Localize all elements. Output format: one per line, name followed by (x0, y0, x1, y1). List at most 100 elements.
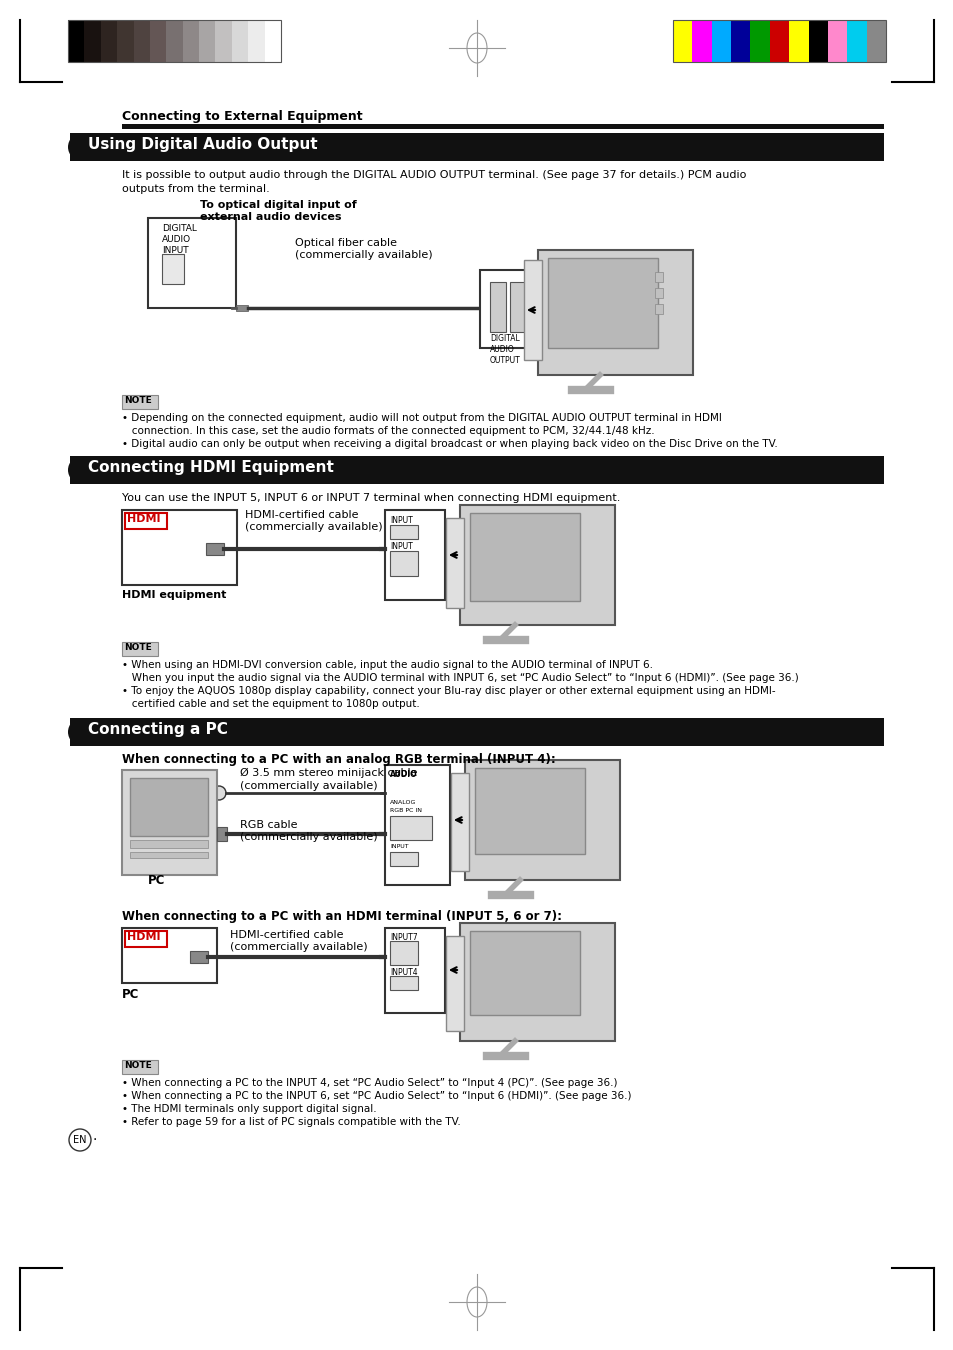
Text: Optical fiber cable
(commercially available): Optical fiber cable (commercially availa… (294, 238, 432, 261)
Bar (692, 20, 712, 62)
Bar (68, 20, 85, 62)
Text: It is possible to output audio through the DIGITAL AUDIO OUTPUT terminal. (See p: It is possible to output audio through t… (122, 170, 745, 180)
Bar (490, 282, 505, 332)
Bar (130, 840, 208, 848)
Bar (547, 258, 658, 348)
Bar (101, 20, 117, 62)
Bar (390, 815, 432, 840)
Bar (655, 288, 662, 298)
Text: • Refer to page 59 for a list of PC signals compatible with the TV.: • Refer to page 59 for a list of PC sign… (122, 1116, 460, 1127)
Bar (68, 20, 281, 62)
Bar (451, 774, 469, 871)
Text: NOTE: NOTE (124, 643, 152, 652)
Bar (655, 304, 662, 315)
Bar (125, 931, 167, 946)
Circle shape (166, 271, 180, 285)
Ellipse shape (68, 456, 96, 485)
Bar (788, 20, 808, 62)
Bar (84, 20, 101, 62)
Bar (206, 543, 224, 555)
Bar (150, 20, 167, 62)
Bar (390, 551, 417, 576)
Bar (232, 20, 249, 62)
Bar (865, 20, 885, 62)
Text: NOTE: NOTE (124, 396, 152, 405)
Bar (730, 20, 750, 62)
Bar (385, 510, 444, 599)
Text: DIGITAL
AUDIO
OUTPUT: DIGITAL AUDIO OUTPUT (490, 333, 520, 366)
Text: • To enjoy the AQUOS 1080p display capability, connect your Blu-ray disc player : • To enjoy the AQUOS 1080p display capab… (122, 686, 775, 697)
Bar (711, 20, 731, 62)
Text: HDMI-certified cable
(commercially available): HDMI-certified cable (commercially avail… (230, 930, 367, 952)
Text: HDMI: HDMI (127, 514, 160, 524)
Bar (390, 941, 417, 965)
Text: outputs from the terminal.: outputs from the terminal. (122, 184, 270, 194)
Bar (390, 525, 417, 539)
Bar (70, 718, 883, 747)
Bar (122, 124, 883, 130)
Text: To optical digital input of
external audio devices: To optical digital input of external aud… (200, 200, 356, 223)
Text: HDMI equipment: HDMI equipment (122, 590, 226, 599)
Text: AUDIO: AUDIO (390, 769, 417, 779)
Text: INPUT: INPUT (390, 541, 413, 551)
Text: When you input the audio signal via the AUDIO terminal with INPUT 6, set “PC Aud: When you input the audio signal via the … (122, 674, 798, 683)
Bar (130, 852, 208, 859)
Text: HDMI: HDMI (127, 931, 160, 942)
Bar (537, 250, 692, 375)
Bar (459, 923, 615, 1041)
Text: certified cable and set the equipment to 1080p output.: certified cable and set the equipment to… (122, 699, 419, 709)
Bar (479, 270, 537, 348)
Bar (133, 20, 151, 62)
Text: ·: · (92, 1133, 97, 1147)
Ellipse shape (855, 134, 883, 161)
Bar (264, 20, 281, 62)
Text: INPUT: INPUT (390, 844, 408, 849)
Text: • The HDMI terminals only support digital signal.: • The HDMI terminals only support digita… (122, 1104, 376, 1114)
Text: • When connecting a PC to the INPUT 6, set “PC Audio Select” to “Input 6 (HDMI)”: • When connecting a PC to the INPUT 6, s… (122, 1091, 631, 1102)
Bar (470, 513, 579, 601)
Text: • Digital audio can only be output when receiving a digital broadcast or when pl: • Digital audio can only be output when … (122, 439, 777, 450)
Bar (70, 134, 883, 161)
Circle shape (212, 786, 226, 801)
Bar (183, 20, 199, 62)
Bar (446, 518, 463, 608)
Text: Connecting HDMI Equipment: Connecting HDMI Equipment (88, 460, 334, 475)
Text: PC: PC (148, 873, 165, 887)
Text: • Depending on the connected equipment, audio will not output from the DIGITAL A: • Depending on the connected equipment, … (122, 413, 721, 423)
Bar (523, 261, 541, 360)
Text: INPUT: INPUT (390, 516, 413, 525)
Text: Using Digital Audio Output: Using Digital Audio Output (88, 136, 317, 153)
Bar (125, 513, 167, 529)
Bar (248, 20, 265, 62)
Bar (162, 254, 184, 284)
Bar (827, 20, 847, 62)
Text: NOTE: NOTE (124, 1061, 152, 1071)
Text: • When connecting a PC to the INPUT 4, set “PC Audio Select” to “Input 4 (PC)”. : • When connecting a PC to the INPUT 4, s… (122, 1079, 617, 1088)
Bar (122, 643, 158, 656)
Bar (215, 20, 233, 62)
Text: You can use the INPUT 5, INPUT 6 or INPUT 7 terminal when connecting HDMI equipm: You can use the INPUT 5, INPUT 6 or INPU… (122, 493, 619, 504)
Bar (122, 927, 216, 983)
Bar (216, 828, 227, 841)
Bar (846, 20, 866, 62)
Bar (70, 456, 883, 485)
Bar (446, 936, 463, 1031)
Text: HDMI-certified cable
(commercially available): HDMI-certified cable (commercially avail… (245, 510, 382, 532)
Bar (464, 760, 619, 880)
Ellipse shape (855, 718, 883, 747)
Ellipse shape (68, 134, 96, 161)
Text: INPUT4: INPUT4 (390, 968, 417, 977)
Bar (459, 505, 615, 625)
Text: DIGITAL
AUDIO
INPUT: DIGITAL AUDIO INPUT (162, 224, 196, 255)
Bar (510, 282, 525, 332)
Bar (122, 1060, 158, 1075)
Bar (470, 931, 579, 1015)
Bar (808, 20, 827, 62)
Bar (117, 20, 134, 62)
Bar (385, 927, 444, 1012)
Bar (390, 976, 417, 990)
Bar (475, 768, 584, 855)
Text: connection. In this case, set the audio formats of the connected equipment to PC: connection. In this case, set the audio … (122, 427, 654, 436)
Bar (672, 20, 692, 62)
Bar (750, 20, 769, 62)
